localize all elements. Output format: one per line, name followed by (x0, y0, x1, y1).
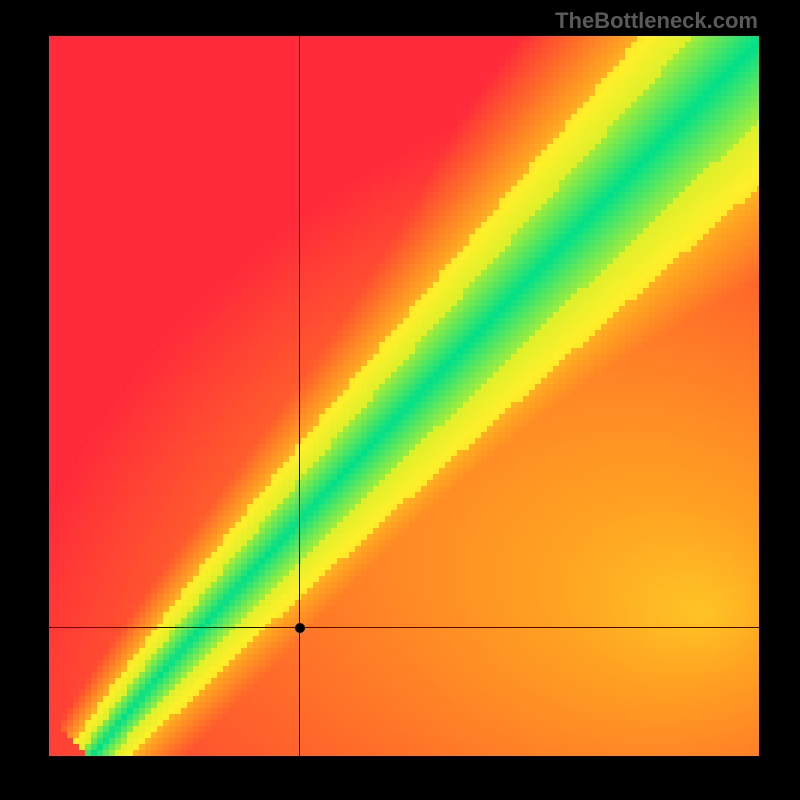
heatmap-canvas (49, 36, 759, 756)
crosshair-marker (295, 623, 305, 633)
crosshair-vertical (299, 36, 300, 756)
watermark-text: TheBottleneck.com (555, 8, 758, 34)
crosshair-horizontal (49, 627, 759, 628)
